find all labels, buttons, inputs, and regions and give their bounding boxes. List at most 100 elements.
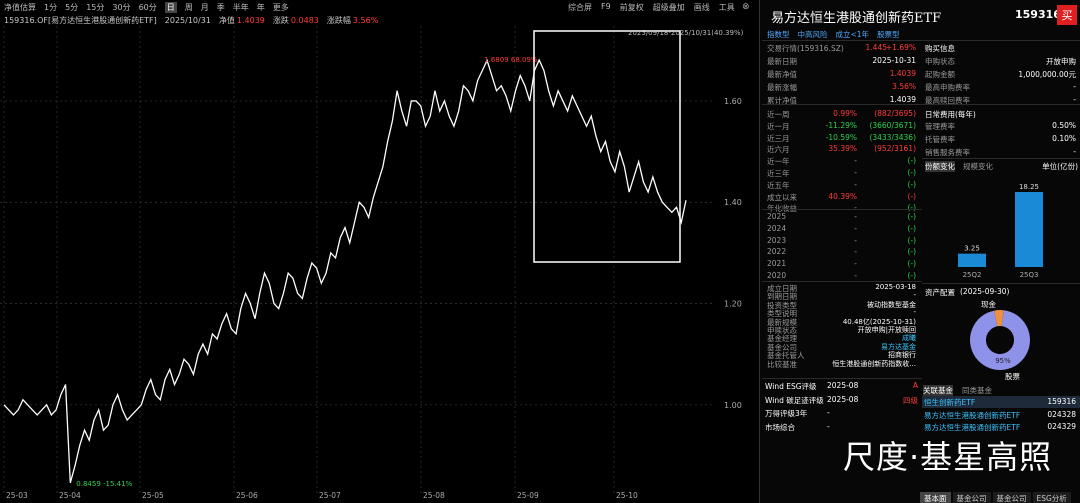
perf-row-rank: (-): [907, 168, 916, 177]
period-8[interactable]: 月: [200, 2, 209, 12]
info-row-value: -: [913, 308, 916, 317]
fund-title: 易方达恒生港股通创新药ETF: [771, 11, 942, 26]
period-1[interactable]: 1分: [44, 2, 58, 12]
year-row-value: -: [854, 235, 857, 245]
info-row-value: -: [913, 291, 916, 300]
asset-title: 资产配置: [925, 288, 955, 297]
esg-row-value: -: [827, 421, 830, 431]
tool-0[interactable]: 综合屏: [568, 2, 592, 12]
fund-tag[interactable]: 指数型: [767, 30, 790, 39]
related-highlight: [922, 396, 1080, 408]
asset-pie-chart: 95%: [970, 310, 1030, 370]
divider: [922, 158, 1080, 159]
period-6[interactable]: 日: [164, 1, 177, 13]
perf-row-rank: (-): [907, 191, 916, 201]
nav-line-chart[interactable]: 1.60 1.40 1.20 1.00 25-03 25-04 25-05 25-06 25-0…: [0, 26, 758, 503]
info-row-label: 申赎状态: [767, 326, 797, 335]
perf-row-label: 近一年: [767, 157, 790, 167]
max-annotation: 1.6809 68.09%: [484, 56, 538, 64]
perf-row-value: 40.39%: [828, 191, 857, 201]
quote-pct: +1.69%: [885, 43, 916, 52]
change-value: 0.0483: [290, 15, 319, 25]
year-row-rank: (-): [907, 212, 916, 221]
fund-tag[interactable]: 股票型: [877, 30, 900, 39]
year-row-label: 2024: [767, 223, 787, 233]
purchase-row-label: 起购金额: [925, 70, 955, 79]
tool-1[interactable]: F9: [601, 1, 611, 11]
bottom-tab[interactable]: 基本面: [920, 492, 951, 503]
perf-row-value: -: [854, 168, 857, 177]
period-9[interactable]: 季: [216, 2, 225, 12]
esg-row-extra: A: [912, 381, 918, 390]
share-bar-chart: 3.25 25Q2 18.25 25Q3: [958, 183, 1043, 279]
nav-row-value: 2025-10-31: [872, 56, 916, 65]
related-fund-name[interactable]: 易方达恒生港股通创新药ETF: [924, 410, 1021, 420]
period-2[interactable]: 5分: [65, 2, 79, 12]
close-chart-icon[interactable]: ⊗: [742, 2, 750, 12]
range-selection-box[interactable]: [533, 30, 681, 263]
perf-row-rank: (3660/3671): [869, 120, 916, 130]
perf-row-rank: (882/3695): [874, 109, 916, 118]
related-fund-name[interactable]: 恒生创新药ETF: [924, 398, 976, 407]
chart-area[interactable]: 净值估算 1分 5分 15分 30分 60分日周月季半年年更多 综合屏 F9 前复权 超级叠加 画线…: [0, 0, 758, 503]
related-fund-code: 024328: [1047, 409, 1076, 419]
tab-share-change[interactable]: 份额变化: [925, 161, 955, 172]
bottom-tab[interactable]: 基金公司: [952, 492, 991, 503]
info-row-label: 基金公司: [767, 342, 797, 352]
tab-peer-funds[interactable]: 同类基金: [962, 386, 992, 395]
period-5[interactable]: 60分: [138, 2, 157, 12]
quote-price: 1.445: [865, 43, 887, 52]
related-fund-name[interactable]: 易方达恒生港股通创新药ETF: [924, 423, 1021, 432]
tool-5[interactable]: 工具: [718, 2, 735, 12]
tool-4[interactable]: 画线: [693, 2, 710, 12]
buy-button[interactable]: 买: [1057, 5, 1077, 25]
perf-row-value: 0.99%: [833, 109, 857, 118]
nav-row-value: 1.4039: [889, 69, 916, 78]
fund-tag[interactable]: 成立<1年: [835, 30, 870, 39]
perf-row-value: -: [854, 156, 857, 166]
tab-related-funds[interactable]: 关联基金: [923, 385, 953, 396]
info-row-label: 类型说明: [767, 309, 797, 319]
x-tick-label: 25-05: [142, 491, 164, 500]
fund-code-name: 159316.OF[易方达恒生港股通创新药ETF]: [4, 15, 157, 25]
year-row-rank: (-): [907, 271, 916, 280]
divider: [922, 283, 1080, 284]
period-7[interactable]: 周: [184, 2, 193, 12]
x-tick-label: 25-09: [517, 491, 539, 500]
perf-row-value: 35.39%: [828, 144, 857, 154]
fee-row-value: -: [1073, 147, 1076, 156]
info-row-label: 投资类型: [767, 300, 797, 310]
tab-scale-change[interactable]: 规模变化: [963, 162, 993, 171]
share-bar-label: 25Q2: [963, 271, 982, 279]
bottom-tab[interactable]: ESG分析: [1032, 492, 1071, 503]
x-tick-label: 25-06: [236, 491, 258, 500]
pie-stock-pct: 95%: [995, 357, 1011, 365]
period-11[interactable]: 年: [256, 2, 265, 12]
year-row-label: 2021: [767, 259, 787, 269]
y-tick-label: 1.40: [724, 198, 742, 207]
perf-row-rank: (-): [907, 203, 916, 213]
bottom-tab[interactable]: 基金公司: [992, 492, 1031, 503]
period-3[interactable]: 15分: [86, 2, 105, 12]
fund-tag[interactable]: 中高风险: [797, 30, 828, 39]
divider: [762, 40, 1080, 41]
esg-row-value: 2025-08: [827, 381, 859, 390]
watermark-text: 尺度·基星高照: [843, 438, 1053, 476]
info-row-value: 被动指数型基金: [867, 300, 916, 309]
period-4[interactable]: 30分: [112, 2, 131, 12]
perf-row-rank: (952/3161): [874, 144, 916, 154]
period-12[interactable]: 更多: [272, 2, 289, 12]
share-unit: 单位(亿份): [1042, 162, 1078, 171]
share-bar-value: 18.25: [1019, 183, 1039, 191]
nav-row-value: 1.4039: [889, 95, 916, 104]
share-bar-label: 25Q3: [1020, 271, 1039, 279]
year-row-label: 2023: [767, 235, 787, 245]
y-tick-label: 1.00: [724, 401, 742, 410]
period-0[interactable]: 净值估算: [4, 2, 36, 12]
period-10[interactable]: 半年: [232, 2, 249, 12]
tool-3[interactable]: 超级叠加: [652, 2, 685, 12]
year-row-rank: (-): [907, 259, 916, 269]
tool-2[interactable]: 前复权: [619, 2, 644, 12]
related-fund-code: 024329: [1047, 422, 1076, 431]
info-row-label: 到期日期: [767, 292, 797, 302]
